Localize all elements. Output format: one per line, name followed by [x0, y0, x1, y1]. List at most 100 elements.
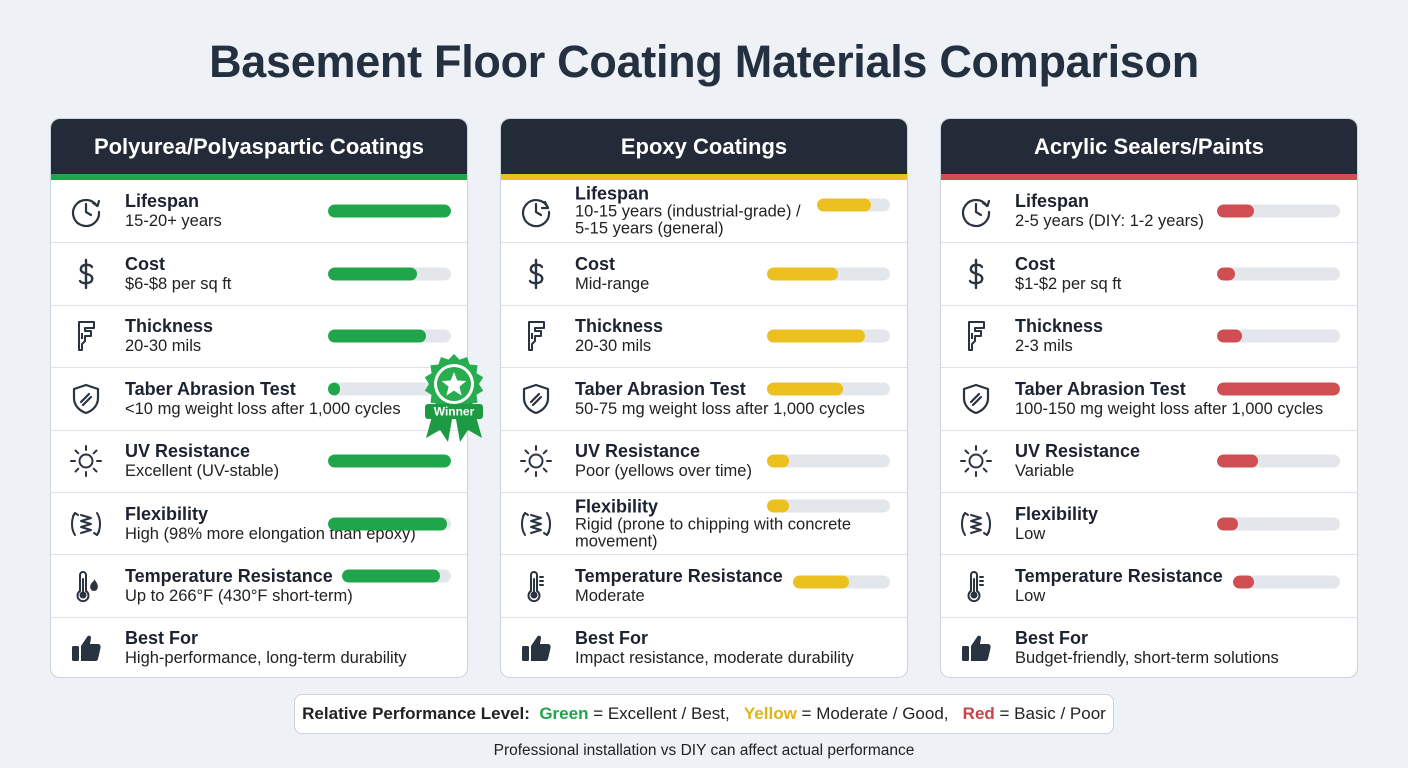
- performance-bar-fill: [767, 267, 839, 281]
- performance-bar-fill: [1217, 204, 1254, 218]
- performance-bar: [767, 267, 890, 281]
- performance-bar-fill: [328, 329, 427, 343]
- metric-value: 50-75 mg weight loss after 1,000 cycles: [575, 399, 865, 418]
- metric-value: Budget-friendly, short-term solutions: [1015, 649, 1279, 668]
- metric-text: Flexibility Low: [1015, 504, 1341, 544]
- metric-text: Thickness 2-3 mils: [1015, 316, 1341, 356]
- winner-badge-icon: Winner: [424, 354, 484, 442]
- metric-label: UV Resistance: [575, 441, 701, 462]
- legend-yellow-text: = Moderate / Good,: [796, 704, 949, 723]
- metric-value: Up to 266°F (430°F short-term): [125, 587, 353, 606]
- metric-row: Cost Mid-range: [501, 242, 907, 304]
- performance-bar: [1217, 382, 1340, 396]
- metric-row: Temperature Resistance Moderate: [501, 554, 907, 616]
- metric-text: Best For Impact resistance, moderate dura…: [575, 628, 891, 668]
- metric-value: 2-5 years (DIY: 1-2 years): [1015, 212, 1204, 231]
- performance-bar: [1217, 517, 1340, 531]
- metric-text: Taber Abrasion Test <10 mg weight loss af…: [125, 379, 451, 419]
- metric-text: UV Resistance Variable: [1015, 441, 1341, 481]
- metric-label: Temperature Resistance: [1015, 566, 1223, 587]
- metric-value: 20-30 mils: [575, 337, 652, 356]
- performance-bar: [328, 517, 451, 531]
- performance-bar: [328, 329, 451, 343]
- performance-bar: [1217, 329, 1340, 343]
- performance-bar-fill: [767, 454, 790, 468]
- metric-row: Lifespan 2-5 years (DIY: 1-2 years): [941, 180, 1357, 242]
- footnote: Professional installation vs DIY can aff…: [493, 742, 915, 759]
- performance-bar-fill: [817, 198, 872, 212]
- metric-value: High-performance, long-term durability: [125, 649, 407, 668]
- metric-row: UV Resistance Poor (yellows over time): [501, 429, 907, 492]
- card-header: Polyurea/Polyaspartic Coatings: [51, 119, 467, 174]
- metric-label: Best For: [575, 628, 649, 649]
- performance-bar-fill: [1217, 454, 1258, 468]
- metric-value: 10-15 years (industrial-grade) /: [575, 202, 801, 221]
- caliper-icon: [959, 319, 993, 353]
- performance-bar: [1217, 267, 1340, 281]
- clock-arrow-icon: [959, 194, 993, 228]
- metric-label: Best For: [125, 628, 199, 649]
- metric-label: Temperature Resistance: [575, 566, 783, 587]
- metric-label: Lifespan: [1015, 191, 1090, 212]
- metric-row: Lifespan 10-15 years (industrial-grade) /…: [501, 180, 907, 242]
- performance-bar-fill: [328, 454, 451, 468]
- metric-row: Best For Budget-friendly, short-term solu…: [941, 616, 1357, 677]
- spring-icon: [959, 507, 993, 541]
- metric-value: Rigid (prone to chipping with concrete: [575, 515, 852, 534]
- metric-row: UV Resistance Variable: [941, 429, 1357, 492]
- performance-bar: [1217, 204, 1340, 218]
- metric-row: Cost $6-$8 per sq ft: [51, 242, 467, 304]
- metric-label: Best For: [1015, 628, 1089, 649]
- spring-icon: [69, 507, 103, 541]
- metric-row: Flexibility High (98% more elongation tha…: [51, 491, 467, 554]
- metric-row: Best For Impact resistance, moderate dura…: [501, 616, 907, 677]
- sun-icon: [519, 444, 553, 478]
- metric-row: Cost $1-$2 per sq ft: [941, 242, 1357, 304]
- card-1: Epoxy Coatings Lifespan 10-15 years (indus…: [500, 118, 908, 678]
- metric-text: Best For High-performance, long-term dura…: [125, 628, 451, 668]
- page-title: Basement Floor Coating Materials Compari…: [209, 36, 1199, 87]
- performance-bar: [1217, 454, 1340, 468]
- metric-text: Temperature Resistance Low: [1015, 566, 1341, 606]
- performance-bar-fill: [767, 382, 844, 396]
- metric-label: UV Resistance: [125, 441, 251, 462]
- performance-bar-fill: [328, 204, 451, 218]
- metric-value: 20-30 mils: [125, 337, 202, 356]
- metric-text: Lifespan 2-5 years (DIY: 1-2 years): [1015, 191, 1341, 231]
- performance-bar-fill: [1217, 517, 1238, 531]
- legend-red-word: Red: [962, 704, 995, 723]
- card-0: Polyurea/Polyaspartic Coatings Lifespan 15…: [50, 118, 468, 678]
- performance-bar: [342, 569, 451, 583]
- metric-text: Thickness 20-30 mils: [575, 316, 891, 356]
- metric-label: Flexibility: [575, 496, 659, 517]
- caliper-icon: [519, 319, 553, 353]
- legend-prefix: Relative Performance Level:: [302, 704, 530, 723]
- metric-label: Thickness: [125, 316, 214, 337]
- winner-label: Winner: [434, 405, 475, 419]
- metric-row: UV Resistance Excellent (UV-stable): [51, 429, 467, 492]
- performance-bar: [328, 382, 451, 396]
- metric-label: Flexibility: [125, 503, 209, 524]
- performance-bar-fill: [767, 499, 790, 513]
- card-accent-bar: [501, 174, 907, 180]
- metric-text: UV Resistance Excellent (UV-stable): [125, 441, 451, 481]
- performance-bar: [793, 575, 890, 589]
- performance-bar: [328, 204, 451, 218]
- legend-green-text: = Excellent / Best,: [588, 704, 730, 723]
- performance-bar: [767, 329, 890, 343]
- performance-bar-fill: [328, 267, 417, 281]
- card-accent-bar: [941, 174, 1357, 180]
- metric-value: Moderate: [575, 587, 645, 606]
- legend-yellow-word: Yellow: [743, 704, 797, 723]
- metric-value: Low: [1015, 587, 1046, 606]
- metric-row: Taber Abrasion Test <10 mg weight loss af…: [51, 367, 467, 429]
- metric-value: <10 mg weight loss after 1,000 cycles: [125, 399, 401, 418]
- metric-value-continued: 5-15 years (general): [575, 219, 724, 238]
- metric-text: Cost Mid-range: [575, 254, 891, 294]
- metric-label: Taber Abrasion Test: [575, 378, 746, 399]
- metric-label: Lifespan: [125, 191, 200, 212]
- metric-label: UV Resistance: [1015, 441, 1141, 462]
- metric-value: Low: [1015, 524, 1046, 543]
- caliper-icon: [69, 319, 103, 353]
- metric-row: Flexibility Low: [941, 491, 1357, 554]
